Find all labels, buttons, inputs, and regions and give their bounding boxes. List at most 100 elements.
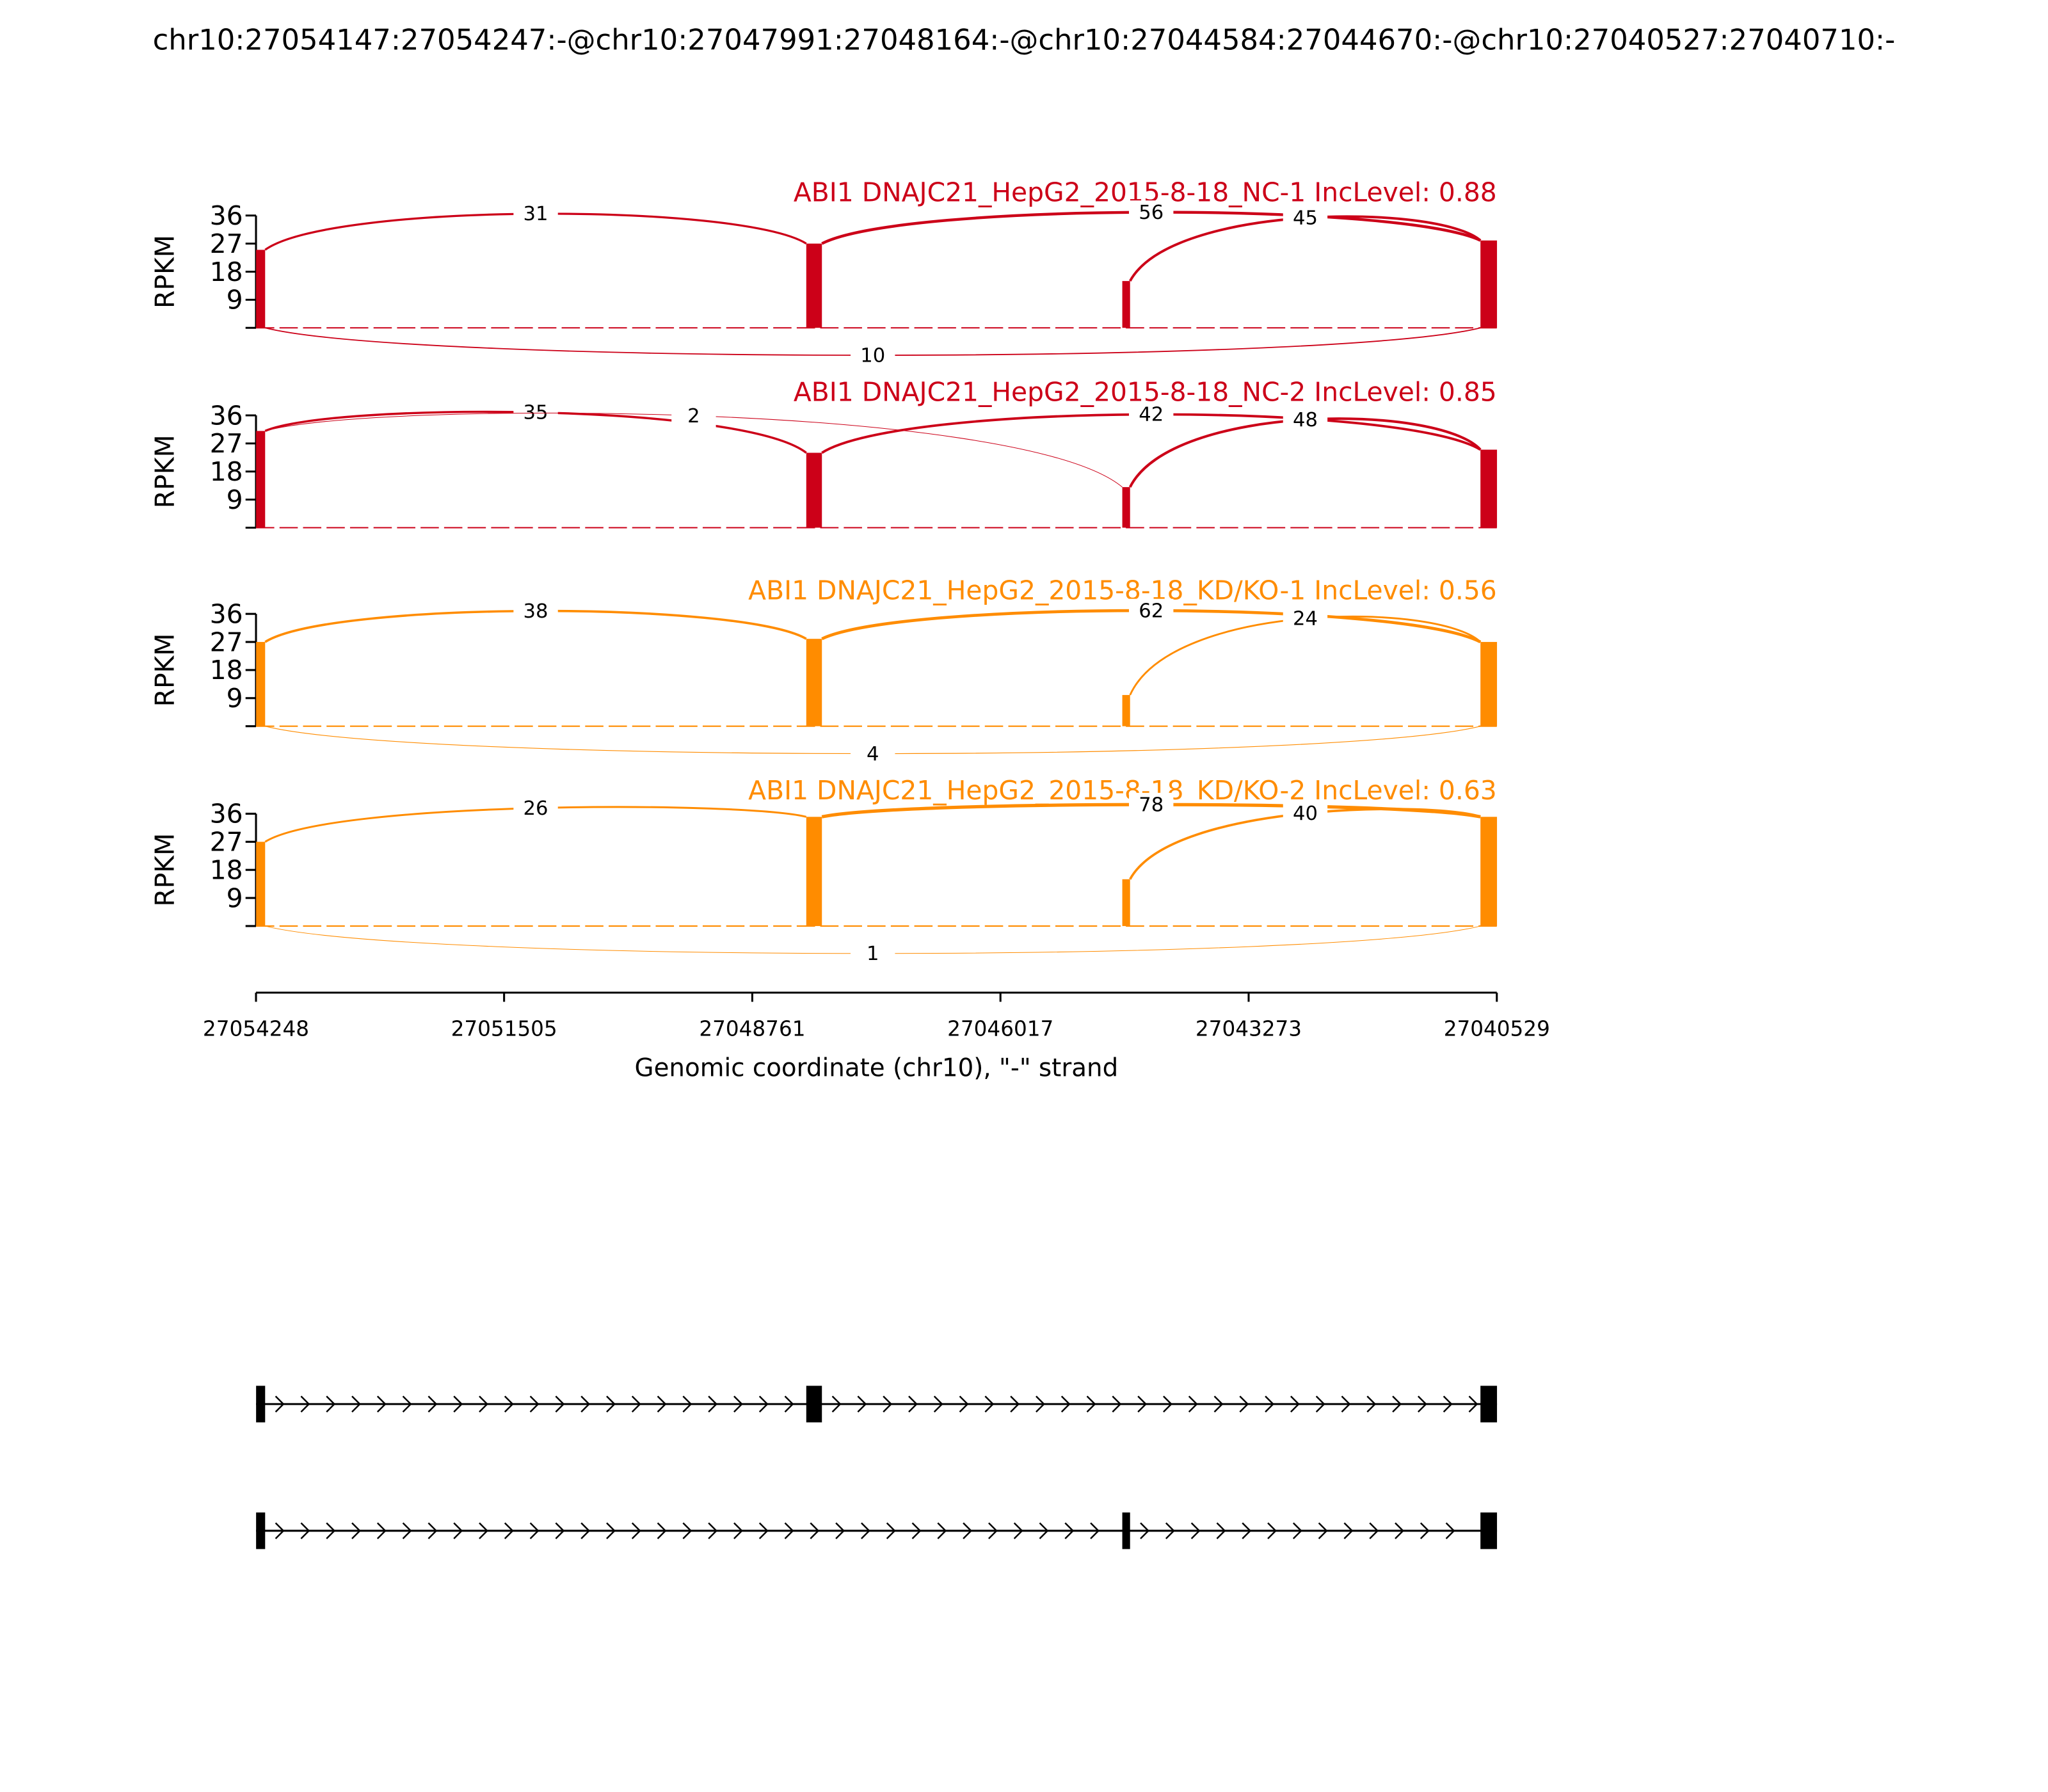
track-label: ABI1 DNAJC21_HepG2_2015-8-18_NC-2 IncLev… [794, 377, 1497, 408]
transcript-exon [1122, 1512, 1130, 1549]
strand-chevron [1064, 1522, 1075, 1539]
y-tick-label: 9 [227, 683, 243, 714]
x-tick-label: 27051505 [451, 1016, 557, 1041]
junction-label: 1 [867, 943, 879, 965]
strand-chevron [784, 1395, 794, 1412]
junction-label: 40 [1293, 803, 1318, 825]
junction-label-bg [513, 401, 558, 424]
strand-chevron [1315, 1395, 1325, 1412]
y-axis-label: RPKM [149, 235, 180, 308]
strand-chevron [1292, 1522, 1302, 1539]
x-axis-label: Genomic coordinate (chr10), "-" strand [635, 1054, 1119, 1083]
y-tick-label: 36 [210, 400, 243, 431]
junction-label-bg [851, 343, 895, 367]
coverage [1480, 642, 1498, 726]
x-tick-label: 27040529 [1444, 1016, 1550, 1041]
strand-chevron [1036, 1395, 1045, 1412]
strand-chevron [883, 1395, 893, 1412]
y-tick-label: 9 [227, 285, 243, 316]
strand-chevron [682, 1395, 692, 1412]
strand-chevron [580, 1395, 591, 1412]
x-tick-label: 27054248 [203, 1016, 309, 1041]
x-tick-label: 27046017 [947, 1016, 1053, 1041]
strand-chevron [908, 1395, 918, 1412]
coverage [1122, 879, 1130, 926]
strand-chevron [886, 1522, 896, 1539]
strand-chevron [810, 1522, 820, 1539]
strand-chevron [1369, 1522, 1379, 1539]
strand-chevron [657, 1522, 667, 1539]
strand-chevron [504, 1522, 514, 1539]
junction-label-bg [671, 404, 716, 428]
strand-chevron [1290, 1395, 1300, 1412]
y-tick-label: 27 [210, 627, 243, 657]
chart-title: chr10:27054147:27054247:-@chr10:27047991… [153, 23, 1896, 57]
strand-chevron [1366, 1395, 1377, 1412]
strand-chevron [1188, 1395, 1198, 1412]
strand-chevron [758, 1395, 769, 1412]
y-tick-label: 9 [227, 484, 243, 515]
strand-chevron [1392, 1395, 1402, 1412]
strand-chevron [1112, 1395, 1122, 1412]
coverage [806, 817, 822, 926]
coverage [806, 243, 822, 328]
strand-chevron [758, 1522, 769, 1539]
strand-chevron [351, 1395, 361, 1412]
coverage [1122, 281, 1130, 328]
strand-chevron [529, 1522, 540, 1539]
y-tick-label: 36 [210, 598, 243, 629]
coverage [806, 639, 822, 726]
strand-chevron [831, 1395, 842, 1412]
junction-label-bg [851, 742, 895, 765]
y-tick-label: 18 [210, 456, 243, 487]
junction-label-bg [1283, 408, 1328, 432]
strand-chevron [606, 1522, 616, 1539]
junction-label: 10 [860, 344, 885, 367]
strand-chevron [1190, 1522, 1201, 1539]
strand-chevron [733, 1522, 743, 1539]
transcript-exon [1480, 1386, 1498, 1423]
strand-chevron [1060, 1395, 1071, 1412]
track-label: ABI1 DNAJC21_HepG2_2015-8-18_KD/KO-2 Inc… [748, 775, 1497, 806]
junction-label-bg [513, 599, 558, 623]
strand-chevron [1039, 1522, 1049, 1539]
strand-chevron [1267, 1522, 1277, 1539]
strand-chevron [376, 1522, 387, 1539]
coverage [1122, 694, 1130, 726]
strand-chevron [835, 1522, 845, 1539]
y-tick-label: 9 [227, 883, 243, 913]
coverage [256, 842, 266, 926]
strand-chevron [1265, 1395, 1275, 1412]
coverage [1480, 240, 1498, 328]
strand-chevron [606, 1395, 616, 1412]
transcript-exon [806, 1386, 822, 1423]
strand-chevron [1395, 1522, 1404, 1539]
strand-chevron [1010, 1395, 1020, 1412]
strand-chevron [1242, 1522, 1252, 1539]
y-tick-label: 18 [210, 257, 243, 287]
x-tick-label: 27048761 [699, 1016, 805, 1041]
coverage [1480, 817, 1498, 926]
strand-chevron [1341, 1395, 1351, 1412]
y-tick-label: 27 [210, 228, 243, 259]
strand-chevron [555, 1522, 565, 1539]
strand-chevron [657, 1395, 667, 1412]
junction-label-bg [1129, 403, 1174, 426]
strand-chevron [580, 1522, 591, 1539]
strand-chevron [984, 1395, 995, 1412]
junction-label-bg [1129, 598, 1174, 623]
junction-label-bg [513, 796, 558, 820]
strand-chevron [1163, 1395, 1172, 1412]
coverage [256, 431, 266, 528]
strand-chevron [631, 1522, 641, 1539]
junction-label: 24 [1293, 608, 1318, 630]
y-axis-label: RPKM [149, 435, 180, 508]
strand-chevron [479, 1522, 488, 1539]
junction-label-bg [1129, 200, 1174, 224]
y-axis-label: RPKM [149, 633, 180, 707]
strand-chevron [275, 1522, 285, 1539]
strand-chevron [479, 1395, 488, 1412]
junction-label-bg [851, 941, 895, 966]
coverage [1480, 449, 1498, 528]
